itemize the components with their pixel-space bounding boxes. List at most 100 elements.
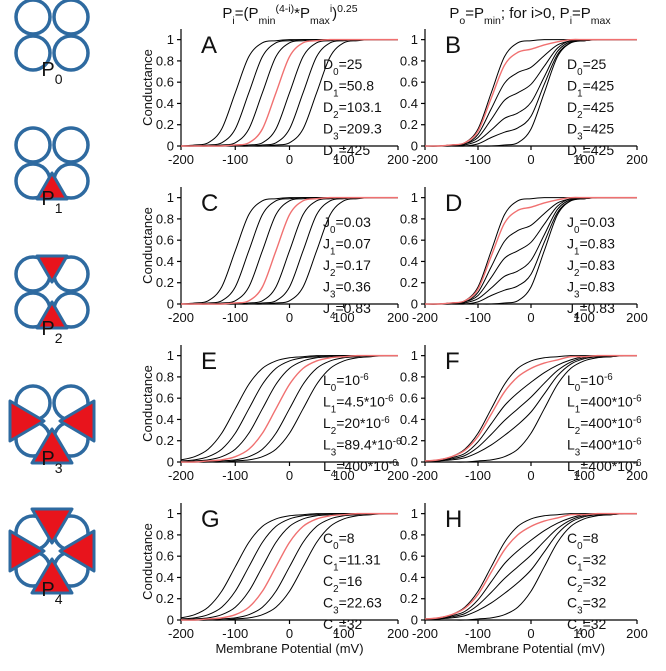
x-tick-label: 200 [626,468,648,483]
curve [180,196,398,305]
parameter-label: D4=425 [567,142,614,164]
x-tick-label: 200 [387,626,409,641]
parameter-label-run: L [567,458,575,474]
parameter-label-run: =8 [339,530,355,546]
parameter-label-run: -6 [633,458,642,469]
parameter-label-run: =425 [583,78,615,94]
parameter-label-run: J [323,236,330,252]
x-tick-label: 100 [333,152,355,167]
parameter-label: D1=50.8 [323,78,374,100]
curve [424,354,637,462]
parameter-label: J0=0.03 [323,214,371,236]
bound-ligand [8,399,46,443]
bound-ligand [35,300,69,330]
y-tick-label: 1 [411,190,418,205]
parameter-label-run: 2 [577,584,582,595]
parameter-label-run: =10 [336,372,360,388]
parameter-label-run: =16 [339,573,363,589]
parameter-label-run: C [323,595,333,611]
structure-label-run: P [41,579,54,601]
parameter-label-run: 2 [330,268,335,279]
x-tick-label: -100 [222,626,248,641]
x-tick-label: -200 [412,626,438,641]
parameter-label-run: D [567,56,577,72]
parameter-label-run: 1 [575,404,580,415]
bound-ligand [30,507,74,545]
parameter-label-run: 0 [575,383,581,394]
parameter-label-run: =32 [583,573,607,589]
parameter-label: C3=22.63 [323,595,382,617]
y-tick-label: 0.4 [156,412,174,427]
y-tick-label: 0.2 [400,433,418,448]
column-title-run: max [310,15,331,27]
parameter-label-run: =11.31 [339,552,381,568]
column-title-run: *P [294,5,310,22]
parameter-label-run: J [567,257,574,273]
parameter-label-run: 1 [574,246,579,257]
x-tick-label: 100 [573,152,595,167]
column-title: Pi=(Pmin(4-i)*Pmaxi)0.25 [222,3,357,27]
structure-label-run: P [41,448,54,470]
panel-label: F [445,348,460,375]
x-tick-label: 100 [333,310,355,325]
parameter-label-run: -6 [360,372,369,383]
x-tick-label: 100 [333,626,355,641]
column-title-run: i [330,3,332,15]
parameter-label: C2=32 [567,573,607,595]
x-tick-label: -200 [412,468,438,483]
structure-label-run: 4 [55,591,63,607]
y-tick-label: 0.6 [156,549,174,564]
parameter-label-run: L [323,372,331,388]
curve [181,513,399,621]
column-title-run: i [570,15,572,27]
y-axis-label: Conductance [140,49,155,126]
parameter-label-run: C [323,552,333,568]
x-tick-label: 200 [387,468,409,483]
curve [181,355,399,463]
y-tick-label: 0.4 [400,570,418,585]
column-title-run: =(P [235,5,259,22]
parameter-label-run: =425 [339,142,371,158]
parameter-label-run: 4 [333,153,339,164]
panel-label: A [201,32,217,59]
bound-ligand [8,529,46,573]
x-tick-label: 0 [286,152,293,167]
curve [424,512,637,620]
bound-ligand [30,557,74,595]
parameter-label-run: 4 [577,153,583,164]
parameter-label-run: =425 [583,99,615,115]
parameter-label: J3=0.36 [323,279,371,301]
parameter-label: D0=25 [567,56,607,78]
parameter-label-run: =0.03 [335,214,371,230]
parameter-label: C1=32 [567,552,607,574]
parameter-label-run: 3 [575,447,581,458]
structure-label: P3 [41,448,62,476]
parameter-label-run: C [567,530,577,546]
x-tick-label: -100 [222,152,248,167]
column-title: Po=Pmin; for i>0, Pi=Pmax [449,5,611,27]
parameter-label-run: 0 [577,67,583,78]
y-tick-label: 0.6 [400,549,418,564]
parameter-label-run: =425 [583,121,615,137]
parameter-label-run: D [323,142,333,158]
parameter-label-run: =0.83 [335,300,371,316]
parameter-label-run: D [323,78,333,94]
parameter-label-run: 1 [577,562,582,573]
y-tick-label: 0.6 [156,233,174,248]
parameter-label: L1=400*10-6 [567,393,642,415]
parameter-label-run: =209.3 [339,121,382,137]
x-tick-label: 0 [527,626,534,641]
parameter-label: C2=16 [323,573,363,595]
parameter-label-run: 3 [333,131,339,142]
x-tick-label: 200 [626,310,648,325]
parameter-label-run: 2 [333,584,338,595]
y-tick-label: 0.2 [400,117,418,132]
parameter-label-run: L [567,415,575,431]
parameter-label-run: 3 [574,289,580,300]
channel-diagram [14,126,90,201]
column-title-run: max [591,15,612,27]
parameter-label-run: =0.83 [579,300,615,316]
parameter-label: C4=32 [323,616,363,638]
y-tick-label: 0 [167,455,174,470]
parameter-label-run: =0.83 [579,236,615,252]
